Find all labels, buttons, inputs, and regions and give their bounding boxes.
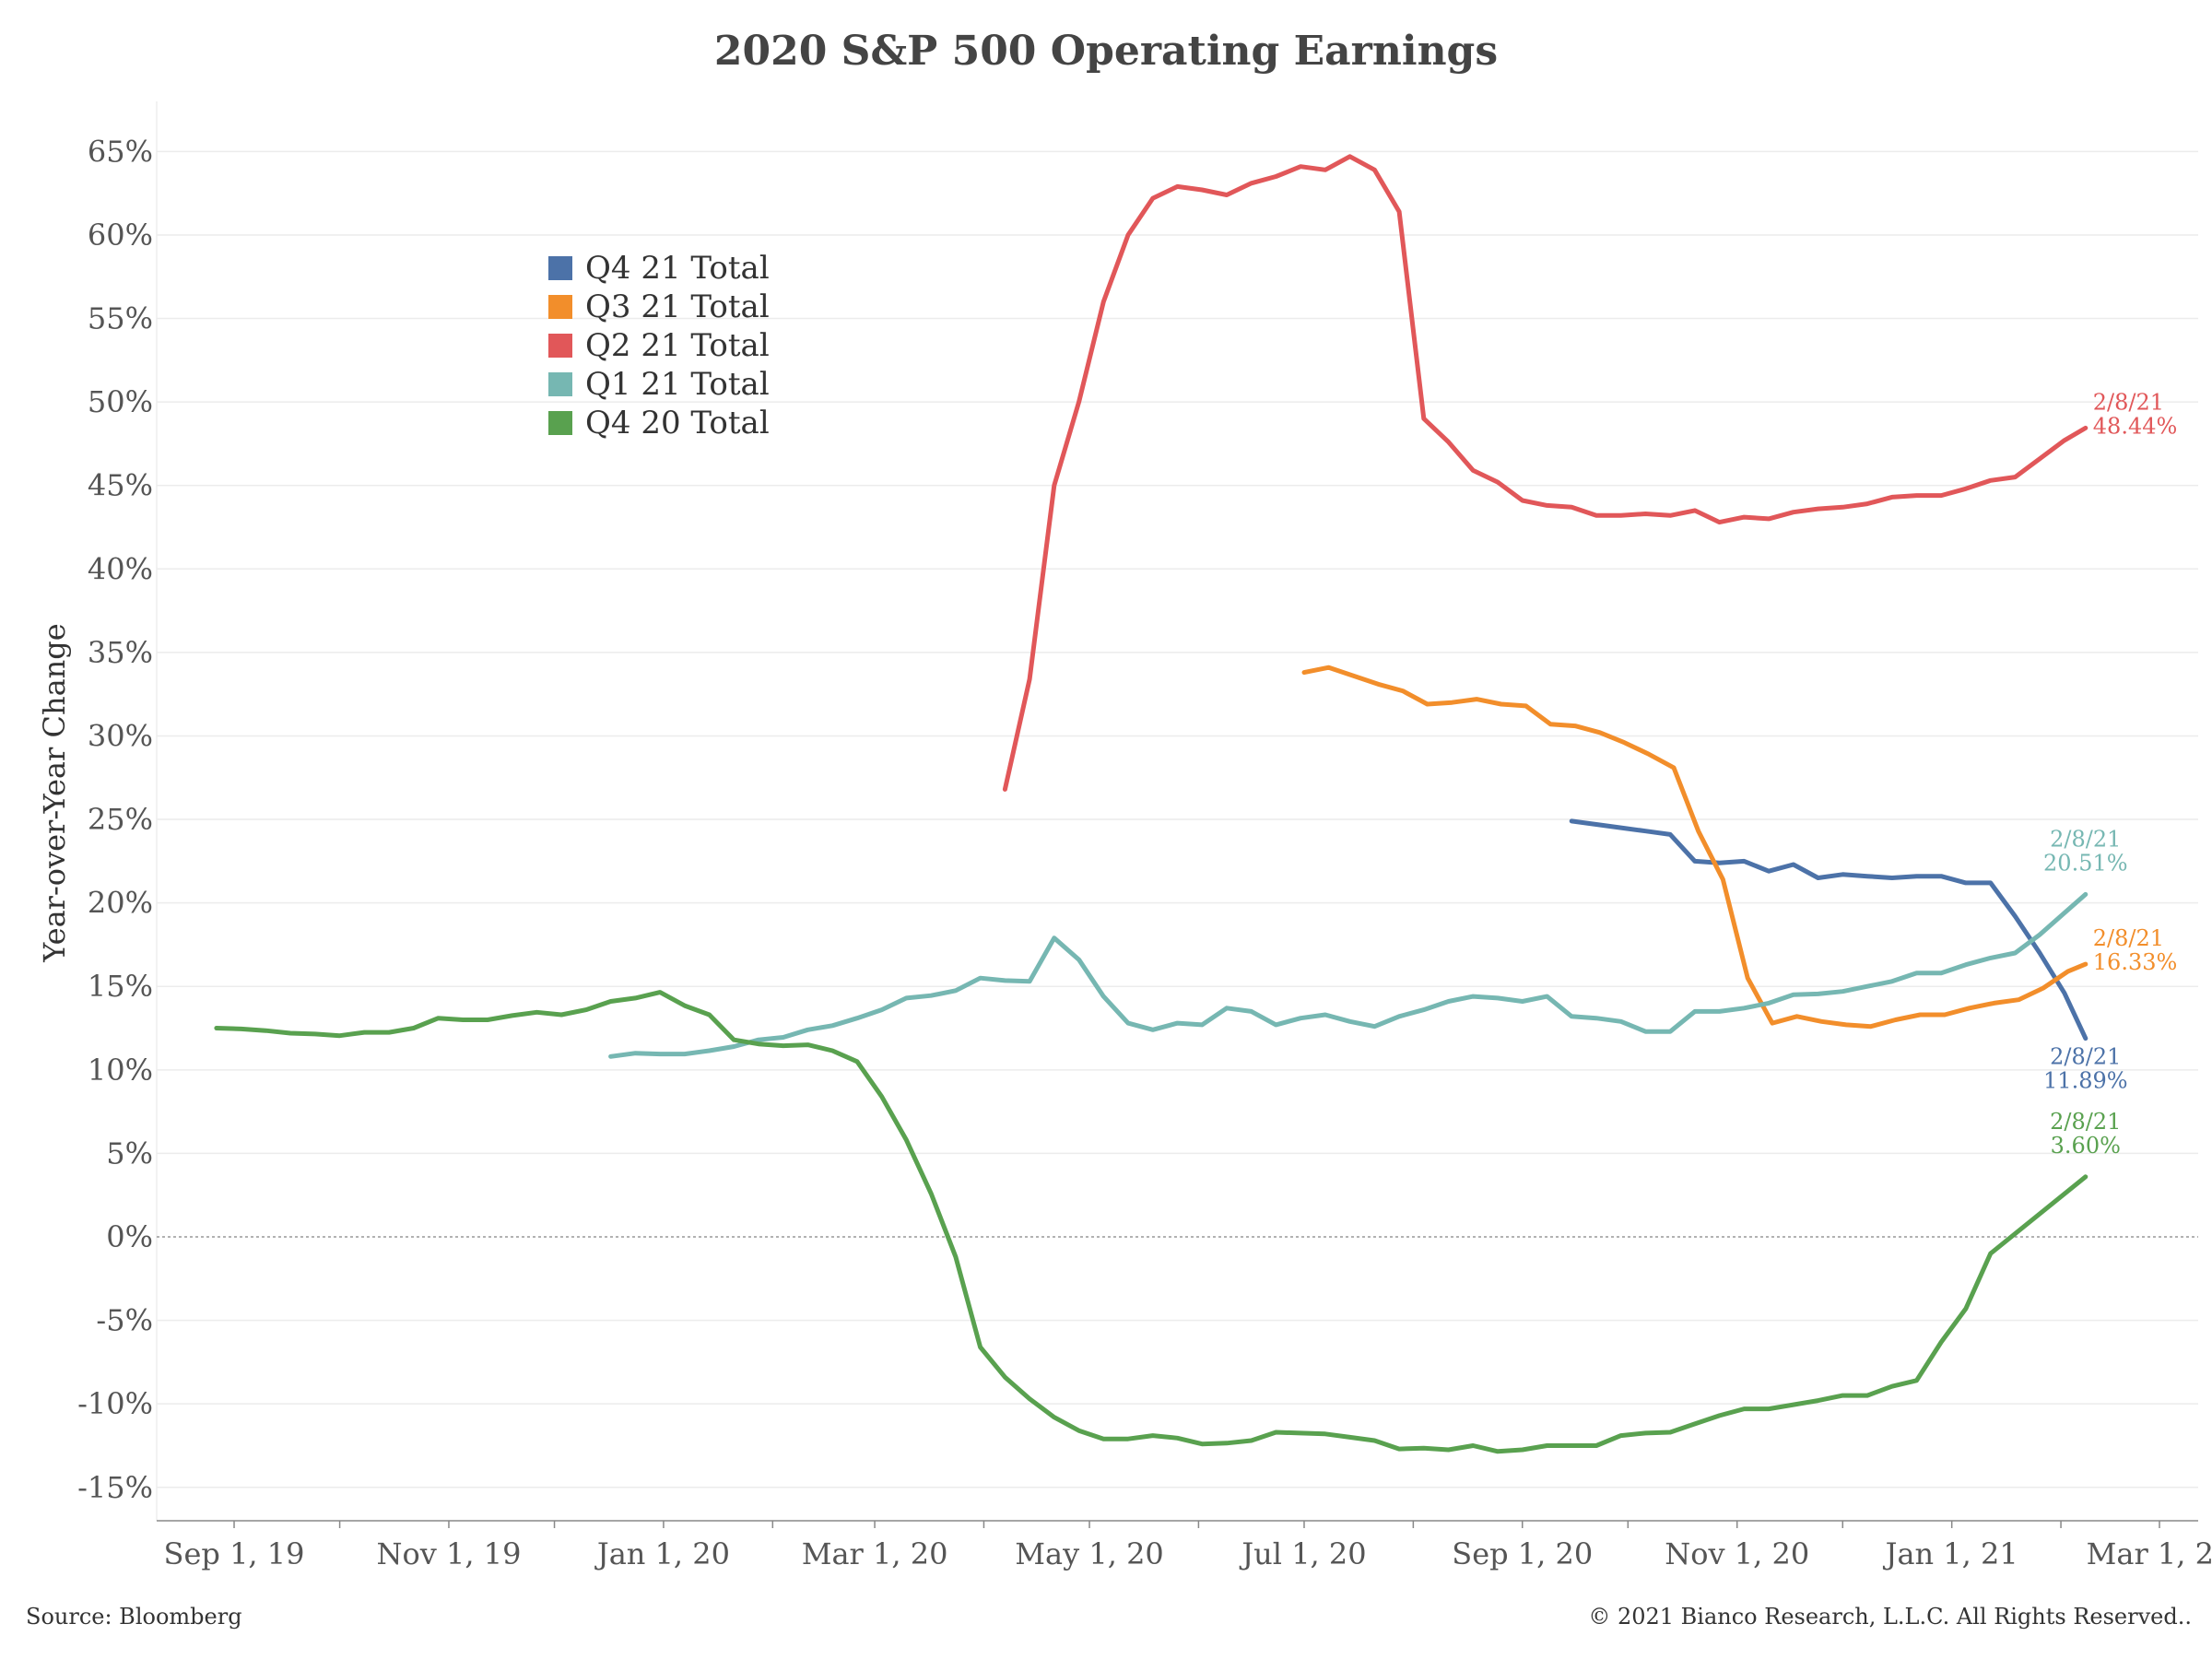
end-label-value: 3.60% bbox=[2051, 1133, 2121, 1159]
x-tick-label: Jan 1, 21 bbox=[1883, 1536, 2018, 1571]
legend-swatch bbox=[548, 334, 572, 358]
y-tick-label: 30% bbox=[88, 718, 153, 753]
end-label-value: 16.33% bbox=[2093, 949, 2178, 975]
series-lines bbox=[214, 154, 2088, 1454]
y-tick-label: -5% bbox=[96, 1303, 153, 1338]
legend-item: Q1 21 Total bbox=[548, 365, 770, 404]
legend: Q4 21 Total Q3 21 Total Q2 21 Total Q1 21 T… bbox=[548, 249, 770, 442]
y-axis-label: Year-over-Year Change bbox=[37, 623, 72, 962]
legend-label: Q4 21 Total bbox=[585, 250, 770, 287]
gridlines bbox=[156, 101, 2198, 1521]
series-line-q4-20-total bbox=[214, 990, 2088, 1454]
end-label-date: 2/8/21 bbox=[2050, 1109, 2121, 1135]
x-tick-label: May 1, 20 bbox=[1015, 1536, 1164, 1571]
y-tick-label: 40% bbox=[88, 551, 153, 586]
y-axis: -15% -10% -5% 0% 5% 10% 15% 20% 25% 30% 35% 40% 45% 5… bbox=[77, 134, 153, 1504]
y-tick-label: 50% bbox=[88, 384, 153, 419]
x-tick-label: Sep 1, 19 bbox=[164, 1536, 305, 1571]
series-line-q3-21-total bbox=[1301, 665, 2088, 1030]
x-tick-label: Jan 1, 20 bbox=[594, 1536, 730, 1571]
legend-item: Q4 21 Total bbox=[548, 249, 770, 288]
legend-item: Q4 20 Total bbox=[548, 404, 770, 442]
x-tick-label: Mar 1, 21 bbox=[2087, 1536, 2212, 1571]
y-tick-label: 60% bbox=[88, 218, 153, 253]
y-tick-label: 15% bbox=[88, 969, 153, 1004]
y-tick-label: 10% bbox=[88, 1053, 153, 1088]
x-tick-label: Mar 1, 20 bbox=[802, 1536, 948, 1571]
x-tick-label: Sep 1, 20 bbox=[1452, 1536, 1593, 1571]
y-tick-label: 65% bbox=[88, 134, 153, 169]
y-tick-label: 0% bbox=[106, 1219, 153, 1254]
series-line-q2-21-total bbox=[1002, 154, 2088, 792]
source-note: Source: Bloomberg bbox=[26, 1604, 242, 1630]
legend-swatch bbox=[548, 256, 572, 280]
legend-label: Q3 21 Total bbox=[585, 288, 770, 325]
y-tick-label: -10% bbox=[77, 1386, 153, 1421]
copyright-note: © 2021 Bianco Research, L.L.C. All Right… bbox=[1588, 1604, 2192, 1630]
legend-item: Q3 21 Total bbox=[548, 288, 770, 326]
end-label-value: 20.51% bbox=[2043, 850, 2128, 876]
y-tick-label: 55% bbox=[88, 301, 153, 336]
legend-swatch bbox=[548, 295, 572, 319]
end-label-value: 48.44% bbox=[2093, 413, 2178, 439]
y-tick-label: 35% bbox=[88, 635, 153, 670]
series-line-q1-21-total bbox=[608, 891, 2088, 1059]
x-tick-label: Jul 1, 20 bbox=[1239, 1536, 1366, 1571]
legend-label: Q1 21 Total bbox=[585, 366, 770, 403]
legend-label: Q2 21 Total bbox=[585, 327, 770, 364]
end-label-date: 2/8/21 bbox=[2050, 826, 2121, 852]
y-tick-label: 45% bbox=[88, 468, 153, 503]
chart-title: 2020 S&P 500 Operating Earnings bbox=[713, 28, 1499, 75]
legend-swatch bbox=[548, 372, 572, 396]
x-axis: Sep 1, 19 Nov 1, 19 Jan 1, 20 Mar 1, 20 May … bbox=[157, 1520, 2212, 1571]
end-label-value: 11.89% bbox=[2043, 1068, 2128, 1094]
y-tick-label: -15% bbox=[77, 1470, 153, 1505]
x-tick-label: Nov 1, 19 bbox=[377, 1536, 522, 1571]
y-tick-label: 5% bbox=[106, 1135, 153, 1171]
end-label-date: 2/8/21 bbox=[2093, 389, 2164, 415]
series-line-q4-21-total bbox=[1569, 818, 2088, 1041]
end-label-date: 2/8/21 bbox=[2050, 1044, 2121, 1070]
end-label-date: 2/8/21 bbox=[2093, 925, 2164, 951]
y-tick-label: 25% bbox=[88, 802, 153, 837]
end-labels: 2/8/2111.89%2/8/2116.33%2/8/2148.44%2/8/… bbox=[2043, 389, 2177, 1158]
x-tick-label: Nov 1, 20 bbox=[1665, 1536, 1809, 1571]
legend-swatch bbox=[548, 411, 572, 435]
legend-label: Q4 20 Total bbox=[585, 405, 770, 441]
legend-item: Q2 21 Total bbox=[548, 326, 770, 365]
y-tick-label: 20% bbox=[88, 886, 153, 921]
